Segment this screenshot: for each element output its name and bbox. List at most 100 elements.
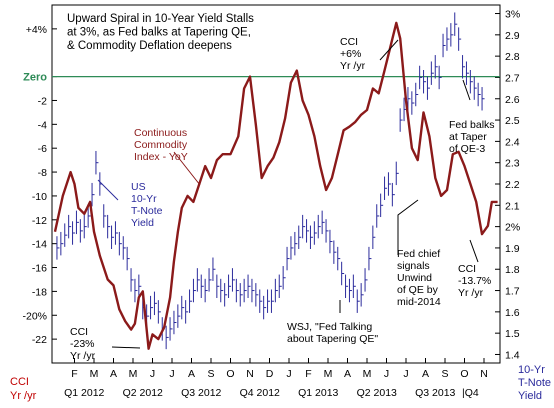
x-axis-month-label: A [188, 368, 195, 380]
right-axis-label: Yield [518, 390, 542, 402]
ann-fed-balks-line: at Taper [449, 131, 487, 143]
right-axis: 3% 2.9 2.8 2.7 2.6 2.5 2.4 2.3 2.2 2.1 2% 1.9 1.8 1.7… [495, 9, 520, 361]
right-axis-tick-label: 2.4 [505, 136, 520, 148]
x-axis-month-label: A [110, 368, 117, 380]
x-axis-month-label: N [480, 368, 488, 380]
left-axis-tick-label: -18 [32, 286, 47, 298]
chart-title-line: & Commodity Deflation deepens [67, 40, 232, 52]
x-axis-month-label: J [169, 368, 174, 380]
x-axis-quarter-label: Q3 2012 [181, 387, 221, 399]
x-axis-month-label: D [266, 368, 274, 380]
right-axis-tick-label: 3% [505, 9, 520, 21]
left-axis-tick-label: -2 [38, 95, 47, 107]
ann-cci-minus23-line: Yr /yr [70, 350, 96, 362]
x-axis-month-label: M [363, 368, 372, 380]
left-axis: +4% Zero -2 -4 -6 -8 -10 -12 -14 -16 -18 -20% -22 [22, 24, 57, 346]
ann-wsj-line: about Tapering QE" [287, 333, 378, 345]
annotation-leader-line [469, 239, 479, 263]
left-axis-tick-label: -20% [22, 310, 47, 322]
x-axis-quarter-label: Q3 2013 [415, 387, 455, 399]
x-axis-month-label: M [129, 368, 138, 380]
ann-fed-chief-line: Fed chief [397, 248, 440, 260]
x-axis-month-label: F [71, 368, 77, 380]
x-axis-month-label: J [150, 368, 155, 380]
left-axis-tick-label: -8 [38, 167, 47, 179]
ann-cci-minus23-line: -23% [70, 338, 95, 350]
ann-fed-balks-line: Fed balks [449, 119, 495, 131]
ann-us-yield-line: US [131, 181, 146, 193]
ann-cci-plus6-line: CCI [340, 36, 358, 48]
x-axis-month-label: J [286, 368, 291, 380]
cci-series [53, 21, 498, 350]
plot-frame [51, 4, 501, 364]
ann-cci-minus13-line: -13.7% [458, 275, 491, 287]
cci-line [53, 21, 498, 350]
x-axis-month-label: J [384, 368, 389, 380]
right-axis-tick-label: 2.9 [505, 30, 520, 42]
ann-fed-chief-line: Unwind [397, 272, 432, 284]
ann-cci-plus6-line: Yr /yr [340, 60, 366, 72]
left-axis-tick-label: -12 [32, 215, 47, 227]
ann-us-yield-line: 10-Yr [131, 193, 157, 205]
x-axis-quarter-label: |Q4 [462, 387, 479, 399]
annotation-leader-line [173, 151, 201, 186]
right-axis-tick-label: 1.5 [505, 328, 520, 340]
right-axis-tick-label: 2% [505, 222, 520, 234]
right-axis-tick-label: 2.8 [505, 51, 520, 63]
annotation-leader-line [97, 179, 119, 201]
x-axis-month-label: O [226, 368, 234, 380]
left-axis-tick-label: -4 [38, 119, 47, 131]
ann-us-yield-line: T-Note [131, 205, 163, 217]
left-axis-label: CCI [10, 376, 29, 388]
chart-title-line: Upward Spiral in 10-Year Yield Stalls [67, 13, 254, 25]
zero-label: Zero [23, 72, 47, 84]
annotation-leader-line [379, 39, 399, 61]
right-axis-tick-label: 2.2 [505, 179, 520, 191]
left-axis-tick-label: -14 [32, 239, 47, 251]
x-axis-month-label: S [441, 368, 448, 380]
right-axis-tick-label: 1.4 [505, 349, 520, 361]
x-axis-quarter-label: Q1 2013 [298, 387, 338, 399]
ann-cci-minus23-line: CCI [70, 326, 88, 338]
chart-title-line: at 3%, as Fed balks at Tapering QE, [67, 27, 251, 39]
x-axis-month-label: A [344, 368, 351, 380]
left-axis-tick-label: -22 [32, 334, 47, 346]
left-axis-tick-label: -16 [32, 263, 47, 275]
left-axis-tick-label: +4% [26, 24, 47, 36]
ann-cci-index-line: Index - YoY [134, 151, 188, 163]
right-axis-tick-label: 2.7 [505, 72, 520, 84]
ann-cci-index-line: Continuous [134, 127, 187, 139]
x-axis-quarter-label: Q4 2012 [240, 387, 280, 399]
ann-wsj-line: WSJ, "Fed Talking [287, 321, 372, 333]
left-axis-tick-label: -10 [32, 191, 47, 203]
ann-us-yield-line: Yield [131, 217, 154, 229]
ann-cci-index-line: Commodity [134, 139, 188, 151]
right-axis-tick-label: 2.6 [505, 94, 520, 106]
right-axis-tick-label: 2.1 [505, 200, 520, 212]
x-axis-quarter-label: Q2 2013 [357, 387, 397, 399]
x-axis-month-label: A [422, 368, 429, 380]
x-axis-month-label: M [324, 368, 333, 380]
ann-fed-balks-line: of QE-3 [449, 143, 485, 155]
x-axis-month-label: S [207, 368, 214, 380]
x-axis-month-label: N [246, 368, 254, 380]
x-axis-quarter-label: Q1 2012 [64, 387, 104, 399]
x-axis-month-label: J [403, 368, 408, 380]
left-axis-label: Yr /yr [10, 390, 37, 402]
ann-cci-minus13-line: CCI [458, 263, 476, 275]
right-axis-label: 10-Yr [518, 364, 545, 376]
x-axis-month-label: M [90, 368, 99, 380]
ann-fed-chief-line: signals [397, 260, 430, 272]
ann-fed-chief-line: mid-2014 [397, 296, 441, 308]
right-axis-tick-label: 1.8 [505, 264, 520, 276]
x-axis: F M A M J J A S O N D J F M A M J J A S O NQ1 2012 Q2 2012 Q3 2… [64, 358, 488, 399]
right-axis-label: T-Note [518, 377, 551, 389]
right-axis-tick-label: 1.9 [505, 243, 520, 255]
annotation-leader-line [111, 346, 141, 349]
annotation-leader-line [397, 199, 419, 255]
right-axis-tick-label: 2.5 [505, 115, 520, 127]
right-axis-tick-label: 2.3 [505, 158, 520, 170]
x-axis-month-label: F [305, 368, 311, 380]
